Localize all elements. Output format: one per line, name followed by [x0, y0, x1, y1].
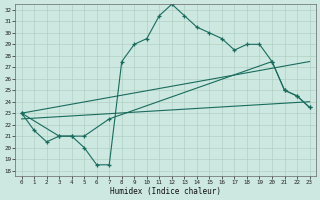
X-axis label: Humidex (Indice chaleur): Humidex (Indice chaleur): [110, 187, 221, 196]
